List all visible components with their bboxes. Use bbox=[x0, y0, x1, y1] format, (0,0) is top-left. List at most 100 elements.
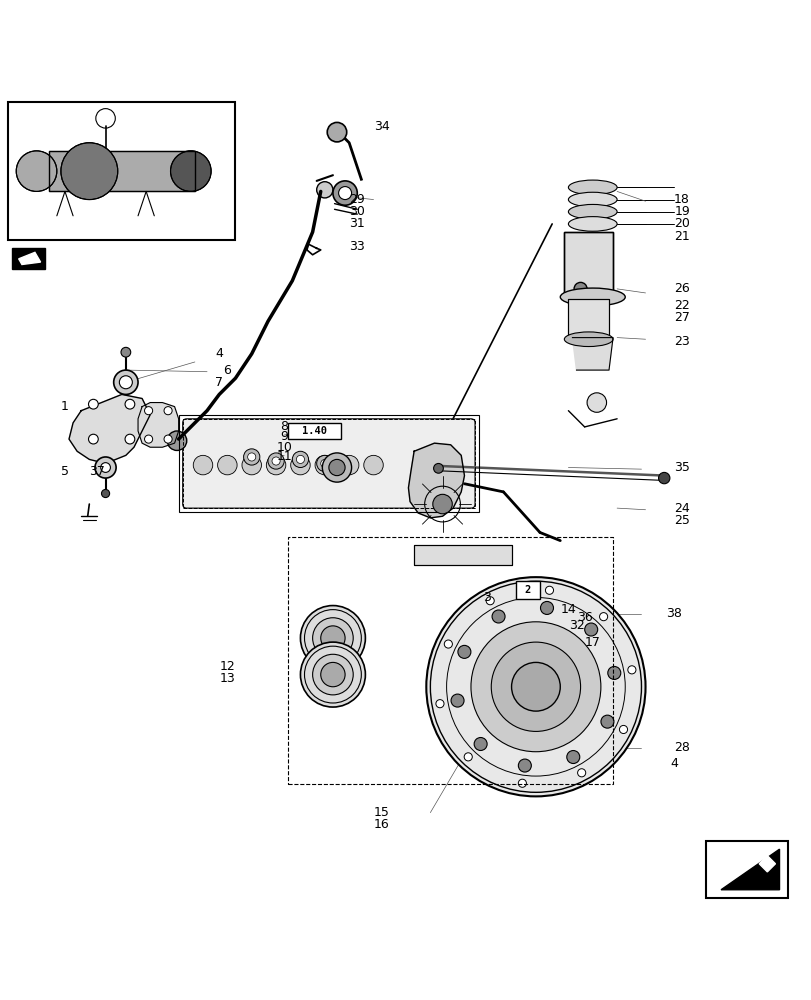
Text: 11: 11 bbox=[276, 450, 292, 463]
Circle shape bbox=[540, 601, 553, 614]
Text: 29: 29 bbox=[349, 193, 365, 206]
Circle shape bbox=[193, 455, 212, 475]
Text: 10: 10 bbox=[276, 441, 292, 454]
Circle shape bbox=[328, 459, 345, 476]
Text: 7: 7 bbox=[215, 376, 223, 389]
Circle shape bbox=[339, 455, 358, 475]
Circle shape bbox=[170, 151, 211, 191]
Text: 38: 38 bbox=[665, 607, 681, 620]
Ellipse shape bbox=[564, 332, 612, 347]
Circle shape bbox=[607, 666, 620, 679]
Bar bbox=[178, 415, 478, 512]
Circle shape bbox=[88, 434, 98, 444]
Circle shape bbox=[517, 779, 526, 787]
Circle shape bbox=[95, 457, 116, 478]
Text: 1.40: 1.40 bbox=[302, 426, 327, 436]
Circle shape bbox=[290, 455, 310, 475]
Text: 6: 6 bbox=[223, 364, 231, 377]
Bar bbox=[515, 581, 539, 599]
Text: 35: 35 bbox=[673, 461, 689, 474]
Circle shape bbox=[486, 597, 494, 605]
Circle shape bbox=[296, 455, 304, 463]
Circle shape bbox=[164, 407, 172, 415]
Bar bbox=[8, 102, 235, 240]
Circle shape bbox=[144, 435, 152, 443]
Circle shape bbox=[167, 431, 187, 450]
Text: 31: 31 bbox=[349, 217, 365, 230]
Circle shape bbox=[517, 759, 530, 772]
Circle shape bbox=[312, 618, 353, 658]
Polygon shape bbox=[758, 856, 775, 872]
Text: 20: 20 bbox=[673, 217, 689, 230]
Circle shape bbox=[333, 181, 357, 205]
Text: 9: 9 bbox=[280, 430, 288, 443]
Circle shape bbox=[470, 622, 600, 752]
Bar bbox=[564, 232, 612, 293]
Ellipse shape bbox=[560, 288, 624, 306]
Circle shape bbox=[125, 434, 135, 444]
Circle shape bbox=[491, 642, 580, 731]
Polygon shape bbox=[69, 394, 150, 463]
Text: 13: 13 bbox=[219, 672, 235, 685]
Circle shape bbox=[300, 606, 365, 671]
Circle shape bbox=[61, 143, 118, 200]
Circle shape bbox=[88, 399, 98, 409]
Circle shape bbox=[545, 586, 553, 594]
Text: 3: 3 bbox=[483, 591, 491, 604]
Bar bbox=[706, 841, 787, 898]
Circle shape bbox=[119, 376, 132, 389]
Circle shape bbox=[600, 715, 613, 728]
Ellipse shape bbox=[568, 204, 616, 219]
Circle shape bbox=[292, 451, 308, 468]
Circle shape bbox=[599, 613, 607, 621]
Text: 36: 36 bbox=[576, 611, 592, 624]
Circle shape bbox=[125, 399, 135, 409]
Circle shape bbox=[320, 662, 345, 687]
Circle shape bbox=[573, 282, 586, 295]
Text: 5: 5 bbox=[61, 465, 69, 478]
Bar bbox=[414, 545, 511, 565]
Circle shape bbox=[164, 435, 172, 443]
Circle shape bbox=[426, 577, 645, 796]
Text: 8: 8 bbox=[280, 420, 288, 433]
Text: 21: 21 bbox=[673, 230, 689, 243]
FancyBboxPatch shape bbox=[182, 419, 474, 508]
Circle shape bbox=[491, 610, 504, 623]
Text: 19: 19 bbox=[673, 205, 689, 218]
Circle shape bbox=[101, 463, 110, 472]
Circle shape bbox=[242, 455, 261, 475]
Text: 23: 23 bbox=[673, 335, 689, 348]
Text: 32: 32 bbox=[568, 619, 584, 632]
Polygon shape bbox=[720, 849, 779, 890]
Circle shape bbox=[566, 751, 579, 764]
Circle shape bbox=[450, 694, 463, 707]
Text: 17: 17 bbox=[584, 636, 600, 649]
Circle shape bbox=[586, 393, 606, 412]
Text: 12: 12 bbox=[219, 660, 235, 673]
Text: 24: 24 bbox=[673, 502, 689, 515]
Text: 22: 22 bbox=[673, 299, 689, 312]
Circle shape bbox=[217, 455, 237, 475]
Text: 4: 4 bbox=[669, 757, 677, 770]
Polygon shape bbox=[572, 338, 612, 370]
Circle shape bbox=[101, 489, 109, 498]
Text: 25: 25 bbox=[673, 514, 689, 527]
Bar bbox=[12, 248, 45, 269]
Circle shape bbox=[474, 738, 487, 750]
Circle shape bbox=[312, 654, 353, 695]
Text: 14: 14 bbox=[560, 603, 576, 616]
Text: 28: 28 bbox=[673, 741, 689, 754]
Circle shape bbox=[243, 449, 260, 465]
Bar bbox=[49, 151, 195, 191]
Text: 37: 37 bbox=[89, 465, 105, 478]
Ellipse shape bbox=[568, 192, 616, 207]
Circle shape bbox=[315, 455, 334, 475]
Text: 15: 15 bbox=[373, 806, 389, 819]
Text: 34: 34 bbox=[373, 120, 389, 133]
Circle shape bbox=[320, 626, 345, 650]
Circle shape bbox=[363, 455, 383, 475]
Text: 30: 30 bbox=[349, 205, 365, 218]
Circle shape bbox=[619, 725, 627, 734]
Circle shape bbox=[320, 459, 328, 468]
Circle shape bbox=[247, 453, 255, 461]
